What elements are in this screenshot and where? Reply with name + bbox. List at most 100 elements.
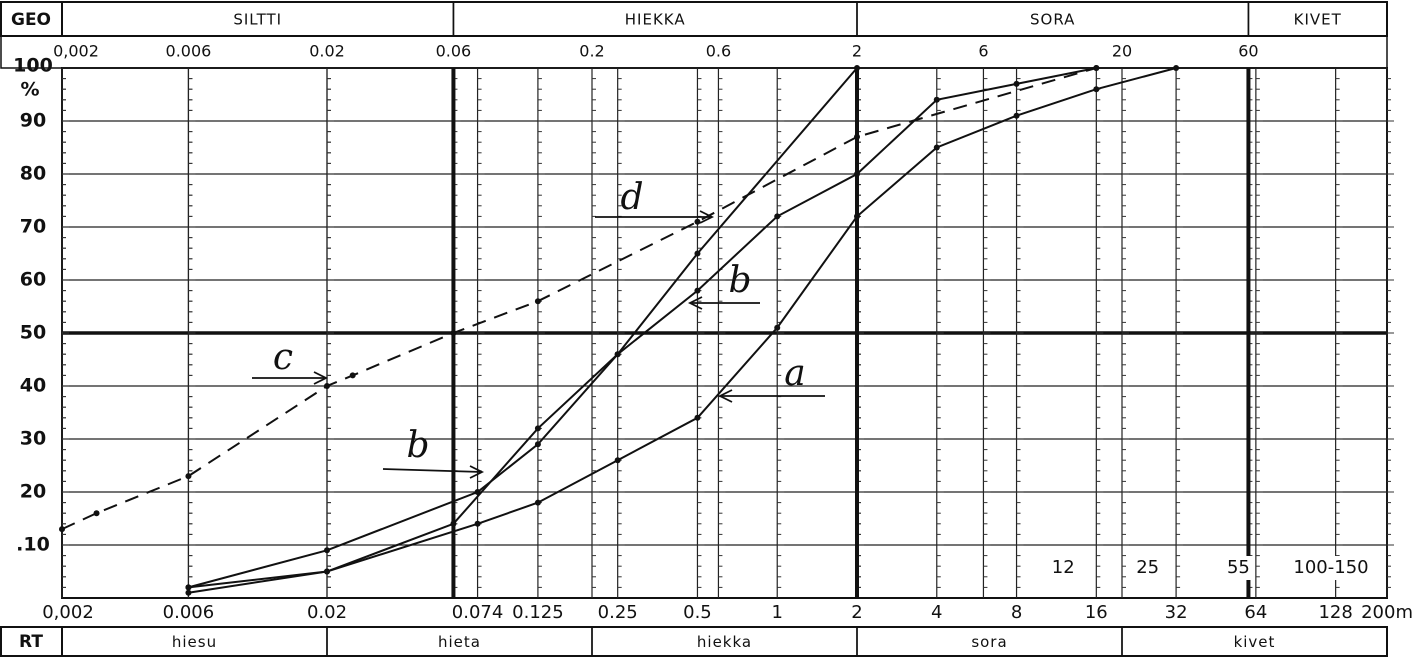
- class-label: KIVET: [1294, 11, 1342, 29]
- data-point: [450, 330, 457, 336]
- x-tick-label: 0,002: [42, 602, 94, 623]
- data-point: [854, 65, 860, 71]
- data-point: [185, 584, 192, 591]
- data-point: [1013, 112, 1020, 119]
- data-point: [614, 457, 621, 464]
- inner-label-bg: [1222, 556, 1255, 580]
- top-tick-label: 60: [1238, 42, 1258, 61]
- top-tick-label: 0.006: [166, 42, 212, 61]
- x-tick-label: 0.5: [683, 602, 712, 623]
- data-point: [93, 510, 100, 517]
- x-tick-label: 2: [851, 602, 862, 623]
- curve-label: d: [620, 177, 643, 218]
- x-tick-label: 4: [931, 602, 942, 623]
- data-point: [450, 520, 457, 527]
- x-tick-label: 128: [1318, 602, 1352, 623]
- data-point: [933, 144, 940, 151]
- curve-arrow-head: [469, 465, 485, 479]
- class-label: SORA: [1030, 11, 1075, 29]
- data-point: [1173, 65, 1180, 71]
- x-tick-label: 0.074: [452, 602, 504, 623]
- class-label: HIEKKA: [625, 11, 686, 29]
- x-tick-label: 64: [1244, 602, 1267, 623]
- x-tick-label: 1: [772, 602, 783, 623]
- inner-label: 25: [1136, 557, 1159, 578]
- geo-row: [0, 1, 1388, 37]
- top-tick-label: 6: [978, 42, 988, 61]
- series-line: [188, 67, 1097, 589]
- class-label: hieta: [438, 633, 481, 651]
- curve-arrow-head: [313, 371, 329, 385]
- y-tick-label: 40: [20, 375, 46, 397]
- y-unit: %: [20, 79, 39, 101]
- curve-label: c: [273, 337, 293, 378]
- data-point: [474, 520, 481, 527]
- data-point: [694, 287, 701, 294]
- data-point: [933, 96, 940, 103]
- curve-arrow-head: [699, 210, 715, 224]
- top-tick-label: 0.6: [706, 42, 731, 61]
- y-tick-label: 50: [20, 322, 46, 344]
- class-label: hiesu: [172, 633, 217, 651]
- inner-label-bg: [1047, 556, 1080, 580]
- class-label: SILTTI: [233, 11, 282, 29]
- top-tick-label: 0.2: [579, 42, 604, 61]
- y-tick-label: 60: [20, 269, 46, 291]
- x-tick-label: 0.006: [163, 602, 215, 623]
- series-line: [188, 67, 1177, 594]
- data-point: [185, 589, 192, 596]
- data-point: [349, 372, 356, 379]
- x-tick-label: 32: [1165, 602, 1188, 623]
- data-point: [854, 171, 860, 177]
- data-point: [854, 213, 860, 220]
- data-point: [324, 568, 330, 575]
- data-point: [324, 383, 330, 389]
- data-point: [534, 425, 541, 432]
- x-tick-label: 8: [1011, 602, 1022, 623]
- data-point: [854, 133, 860, 140]
- rt-label: RT: [19, 632, 43, 652]
- data-point: [1093, 65, 1100, 71]
- series-line: [61, 67, 1097, 531]
- data-point: [694, 414, 701, 421]
- top-tick-label: 0.02: [309, 42, 345, 61]
- data-point: [694, 218, 701, 225]
- curve-arrow-head: [717, 389, 733, 403]
- y-tick-label: 70: [20, 216, 46, 238]
- y-tick-label: 100: [13, 55, 53, 77]
- class-label: hiekka: [697, 633, 752, 651]
- data-point: [534, 298, 541, 305]
- data-point: [774, 213, 781, 220]
- curve-arrow-head: [687, 296, 703, 310]
- x-tick-label: 0.02: [307, 602, 347, 623]
- top-tick-label: 2: [852, 42, 862, 61]
- data-point: [185, 473, 192, 480]
- curve-label: b: [406, 425, 429, 466]
- inner-label-bg: [1283, 556, 1379, 580]
- y-tick-label: .10: [16, 534, 50, 556]
- top-tick-label: 20: [1112, 42, 1132, 61]
- class-label: kivet: [1234, 633, 1276, 651]
- data-point: [534, 499, 541, 506]
- data-point: [774, 324, 781, 331]
- inner-label: 12: [1052, 557, 1075, 578]
- series-line: [188, 67, 858, 589]
- inner-range: 100-150: [1293, 557, 1368, 578]
- class-label: sora: [971, 633, 1007, 651]
- y-tick-label: 30: [20, 428, 46, 450]
- data-point: [1093, 86, 1100, 93]
- curve-label: a: [784, 353, 805, 394]
- top-tick-label: 0,002: [53, 42, 99, 61]
- data-point: [1013, 80, 1020, 87]
- y-tick-label: 90: [20, 110, 46, 132]
- x-tick-label: 0.125: [512, 602, 564, 623]
- data-point: [694, 250, 701, 257]
- data-point: [324, 547, 330, 554]
- x-tick-label: 200m: [1361, 602, 1413, 623]
- data-point: [59, 526, 65, 533]
- curve-arrow: [382, 468, 483, 473]
- x-tick-label: 16: [1085, 602, 1108, 623]
- geo-label: GEO: [11, 10, 51, 30]
- data-point: [614, 351, 621, 358]
